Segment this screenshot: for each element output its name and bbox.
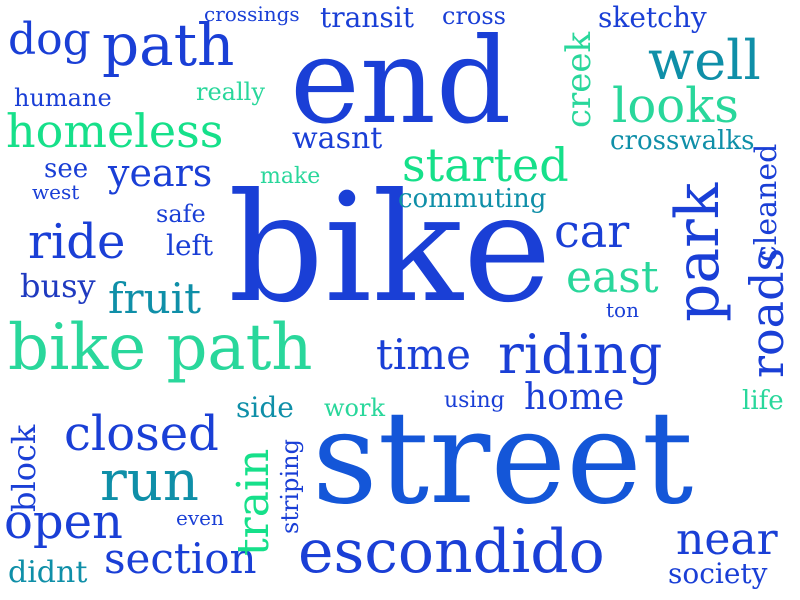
word-park: park	[663, 182, 733, 322]
word-ride: ride	[28, 214, 126, 270]
word-looks: looks	[612, 78, 739, 134]
word-see: see	[44, 154, 89, 184]
word-make: make	[260, 164, 321, 189]
word-safe: safe	[156, 200, 206, 228]
word-homeless: homeless	[6, 104, 224, 158]
word-open: open	[4, 494, 123, 550]
word-transit: transit	[320, 1, 414, 34]
word-society: society	[668, 557, 768, 590]
word-path: path	[102, 11, 235, 79]
word-cleaned: cleaned	[749, 143, 784, 262]
word-life: life	[742, 386, 784, 416]
word-block: block	[5, 424, 43, 512]
word-busy: busy	[20, 267, 96, 305]
word-cross: cross	[442, 2, 506, 30]
word-using: using	[444, 388, 505, 413]
word-dog: dog	[8, 14, 91, 65]
word-east: east	[566, 252, 659, 303]
word-escondido: escondido	[298, 517, 605, 587]
word-section: section	[104, 534, 257, 583]
word-bike-path: bike path	[8, 311, 313, 385]
word-west: west	[32, 180, 80, 204]
word-time: time	[376, 330, 471, 379]
word-really: really	[196, 78, 265, 106]
word-riding: riding	[498, 323, 663, 386]
word-crosswalks: crosswalks	[610, 126, 755, 156]
word-creek: creek	[559, 31, 599, 128]
word-home: home	[524, 377, 625, 418]
word-end: end	[290, 12, 512, 150]
word-years: years	[108, 151, 213, 195]
word-humane: humane	[14, 84, 112, 112]
word-even: even	[176, 506, 224, 530]
word-ton: ton	[606, 298, 639, 322]
word-closed: closed	[64, 406, 219, 462]
word-sketchy: sketchy	[598, 1, 707, 34]
word-side: side	[236, 391, 294, 424]
word-wasnt: wasnt	[292, 121, 383, 156]
word-crossings: crossings	[204, 2, 300, 26]
word-well: well	[648, 29, 761, 92]
word-roads: roads	[740, 247, 794, 378]
word-left: left	[166, 229, 214, 262]
word-commuting: commuting	[398, 184, 547, 214]
word-near: near	[676, 514, 778, 565]
word-train: train	[228, 448, 279, 556]
word-fruit: fruit	[108, 274, 201, 323]
word-started: started	[402, 138, 569, 192]
word-street: street	[312, 384, 694, 533]
word-bike: bike	[228, 162, 552, 336]
word-striping: striping	[276, 439, 304, 534]
word-work: work	[324, 394, 386, 422]
word-didnt: didnt	[8, 555, 88, 590]
word-car: car	[554, 204, 630, 258]
word-run: run	[100, 449, 199, 514]
